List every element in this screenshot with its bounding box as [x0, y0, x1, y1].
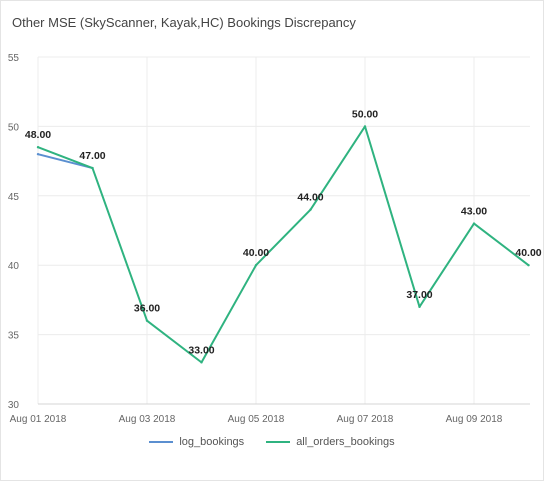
- y-tick-label: 50: [8, 122, 20, 133]
- x-tick-label: Aug 05 2018: [228, 414, 285, 425]
- data-label: 40.00: [515, 247, 541, 259]
- x-tick-label: Aug 01 2018: [10, 414, 67, 425]
- data-point-all_orders_bookings: [309, 208, 312, 211]
- legend-swatch: [149, 441, 174, 443]
- legend-item-log_bookings[interactable]: log_bookings: [149, 436, 244, 448]
- y-tick-label: 55: [8, 53, 20, 64]
- series-line-all_orders_bookings: [37, 125, 530, 364]
- data-point-all_orders_bookings: [472, 222, 476, 225]
- data-label: 36.00: [134, 303, 160, 315]
- legend-label: log_bookings: [179, 436, 245, 448]
- data-point-all_orders_bookings: [145, 319, 149, 322]
- data-label: 44.00: [297, 192, 323, 204]
- data-label: 37.00: [406, 289, 432, 301]
- x-tick-label: Aug 07 2018: [337, 414, 394, 425]
- chart-title: Other MSE (SkyScanner, Kayak,HC) Booking…: [12, 15, 356, 30]
- data-label: 47.00: [79, 150, 105, 162]
- series-line-log_bookings: [37, 153, 93, 170]
- x-tick-label: Aug 03 2018: [119, 414, 176, 425]
- legend-item-all_orders_bookings[interactable]: all_orders_bookings: [266, 436, 395, 448]
- data-point-all_orders_bookings: [91, 166, 94, 170]
- data-label: 50.00: [352, 108, 378, 120]
- data-label: 43.00: [461, 206, 487, 218]
- legend-swatch: [266, 441, 291, 443]
- chart-legend: log_bookings all_orders_bookings: [0, 436, 544, 448]
- data-label: 33.00: [188, 344, 214, 356]
- y-tick-label: 45: [8, 192, 20, 203]
- data-point-all_orders_bookings: [200, 361, 203, 364]
- x-tick-label: Aug 09 2018: [446, 414, 503, 425]
- y-tick-label: 40: [8, 261, 20, 272]
- data-point-log_bookings: [36, 152, 40, 156]
- data-point-all_orders_bookings: [254, 264, 258, 267]
- y-tick-label: 35: [8, 331, 20, 342]
- data-point-all_orders_bookings: [418, 305, 421, 309]
- legend-label: all_orders_bookings: [296, 436, 395, 448]
- data-point-all_orders_bookings: [36, 146, 40, 149]
- data-label: 40.00: [243, 247, 269, 259]
- data-label: 48.00: [25, 129, 51, 141]
- y-tick-label: 30: [8, 400, 20, 411]
- data-point-all_orders_bookings: [363, 125, 367, 128]
- data-point-all_orders_bookings: [527, 264, 530, 267]
